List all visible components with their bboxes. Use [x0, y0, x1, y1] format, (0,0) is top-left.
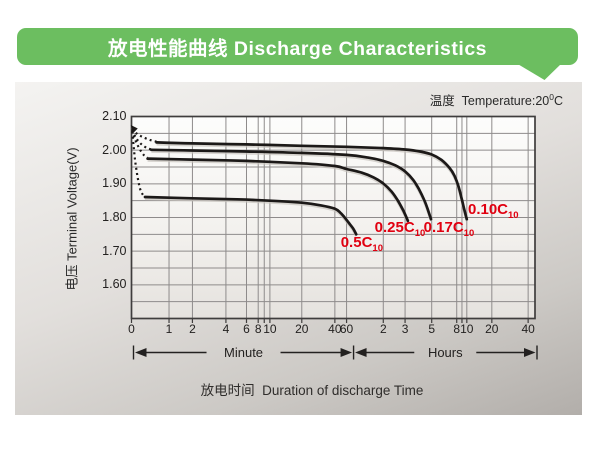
- x-tick-label: 10: [460, 321, 474, 336]
- x-tick-label: 60: [339, 321, 354, 336]
- y-tick-label: 1.90: [102, 176, 127, 191]
- x-tick-label: 2: [189, 321, 196, 336]
- curve-0.25C10: [146, 157, 410, 223]
- page-title: 放电性能曲线 Discharge Characteristics: [107, 38, 488, 60]
- temperature-text: 温度 Temperature:20: [429, 94, 550, 108]
- curve-0.5C10: [143, 195, 358, 236]
- curve-initial-drop-dotted: [131, 131, 146, 198]
- x-tick-label: 40: [521, 321, 535, 336]
- curve-0.17C10: [150, 148, 433, 221]
- curve-label-0.25C10: 0.25C10: [374, 218, 426, 239]
- temperature-label: 温度 Temperature:200C: [430, 90, 563, 109]
- curve-initial-drop-dotted: [131, 128, 157, 143]
- x-tick-label: 3: [401, 321, 409, 336]
- y-tick-label: 1.60: [102, 277, 127, 292]
- x-unit-minute: Minute: [224, 345, 264, 360]
- x-tick-label: 1: [165, 321, 173, 336]
- x-tick-label: 10: [263, 321, 277, 336]
- x-axis-ticks: [130, 318, 529, 323]
- header-banner: 放电性能曲线 Discharge Characteristics: [17, 28, 578, 65]
- x-tick-label: 2: [379, 321, 387, 336]
- y-tick-label: 2.10: [102, 109, 127, 123]
- x-tick-label: 8: [453, 321, 461, 336]
- temperature-unit: C: [553, 94, 563, 108]
- curves-start-marker: [130, 124, 138, 133]
- x-tick-label: 20: [295, 321, 309, 336]
- discharge-curves: [131, 128, 469, 237]
- x-tick-label: 4: [222, 321, 230, 336]
- x-tick-label: 8: [254, 321, 262, 336]
- y-tick-label: 1.70: [102, 243, 127, 258]
- curve-label-0.17C10: 0.17C10: [423, 218, 475, 239]
- x-tick-label: 40: [328, 321, 342, 336]
- x-tick-label: 0: [128, 321, 135, 336]
- x-tick-label: 5: [428, 321, 436, 336]
- x-unit-hours: Hours: [427, 345, 463, 360]
- y-axis-title: 电压 Terminal Voltage(V): [64, 147, 80, 291]
- x-tick-label: 6: [243, 321, 250, 336]
- curve-label-0.5C10: 0.5C10: [340, 233, 383, 254]
- y-tick-label: 1.80: [102, 210, 127, 224]
- degree-sup: 0: [549, 91, 554, 102]
- x-axis-title: 放电时间 Duration of discharge Time: [200, 383, 424, 398]
- curve-0.10C10: [155, 141, 469, 221]
- x-axis-range-arrows: [132, 345, 538, 360]
- curve-label-0.10C10: 0.10C10: [467, 200, 519, 221]
- plot-border: [130, 115, 536, 320]
- curve-initial-drop-dotted: [131, 130, 149, 159]
- y-tick-label: 2.00: [102, 142, 127, 157]
- x-tick-label: 20: [485, 321, 499, 336]
